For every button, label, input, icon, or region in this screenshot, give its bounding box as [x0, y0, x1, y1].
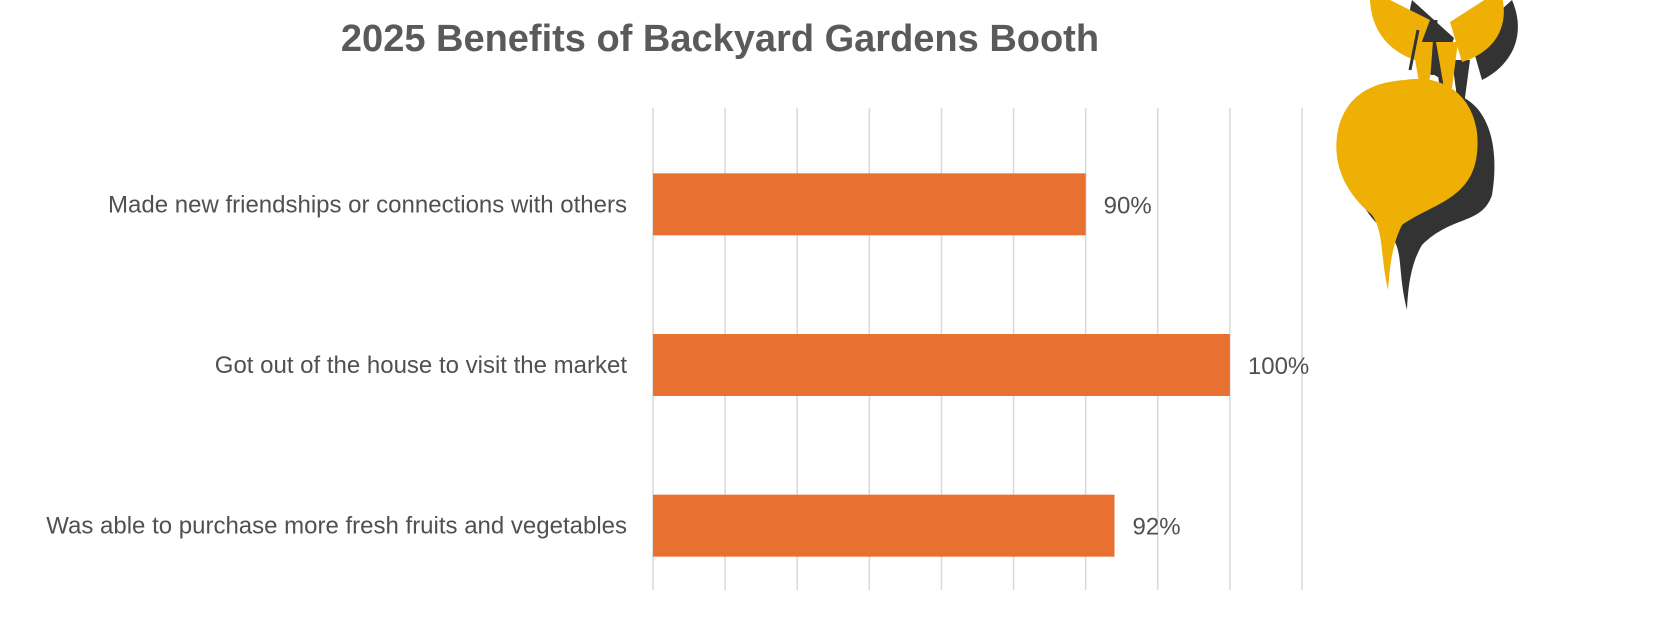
category-label: Made new friendships or connections with…: [108, 191, 627, 218]
data-labels: 90% 100% 92%: [1104, 192, 1310, 540]
chart-title: 2025 Benefits of Backyard Gardens Booth: [340, 18, 1100, 60]
data-label: 90%: [1104, 192, 1152, 219]
category-label: Got out of the house to visit the market: [215, 352, 628, 379]
data-label: 92%: [1133, 514, 1181, 541]
category-labels: Made new friendships or connections with…: [46, 191, 627, 539]
bars: [653, 173, 1230, 557]
category-label: Was able to purchase more fresh fruits a…: [46, 513, 627, 540]
data-label: 100%: [1248, 353, 1309, 380]
bar: [653, 334, 1230, 396]
bar: [653, 494, 1115, 557]
beet-icon: [1336, 0, 1518, 310]
bar: [653, 173, 1086, 236]
